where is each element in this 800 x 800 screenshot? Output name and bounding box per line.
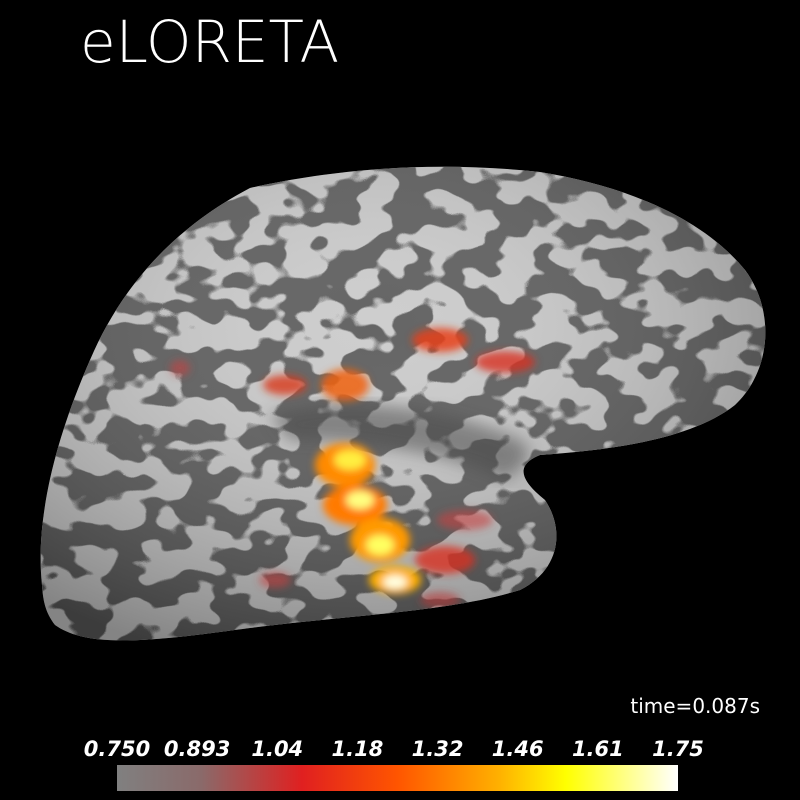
colorbar-tick-label: 1.75 — [652, 737, 704, 761]
cortex — [40, 166, 766, 641]
colorbar-tick-label: 1.32 — [412, 737, 464, 761]
colorbar-tick-label: 0.750 — [84, 737, 150, 761]
colorbar-tick-label: 1.04 — [251, 737, 303, 761]
colorbar-tick-label: 1.18 — [332, 737, 384, 761]
time-label: time=0.087s — [630, 694, 760, 718]
colorbar — [117, 765, 678, 791]
colorbar-ticks: 0.750 0.893 1.04 1.18 1.32 1.46 1.61 1.75 — [84, 737, 704, 761]
title: eLORETA — [80, 8, 339, 76]
colorbar-tick-label: 1.61 — [572, 737, 624, 761]
colorbar-tick-label: 1.46 — [492, 737, 544, 761]
colorbar-tick-label: 0.893 — [164, 737, 230, 761]
